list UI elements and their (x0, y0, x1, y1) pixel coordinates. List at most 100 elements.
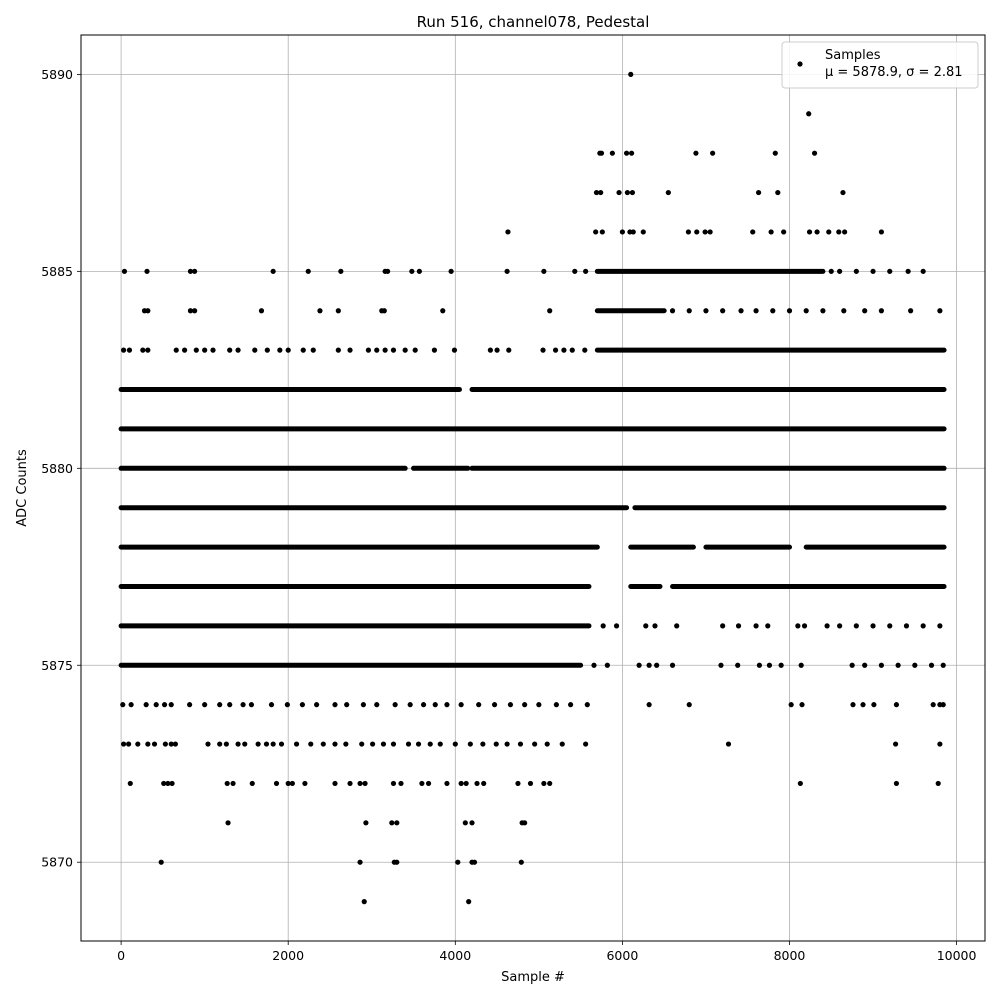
data-point (357, 859, 363, 865)
data-point (223, 741, 229, 747)
data-point (609, 150, 615, 156)
data-point (599, 229, 605, 235)
data-point (255, 741, 261, 747)
data-point (374, 702, 380, 708)
plot-area (81, 35, 985, 941)
data-point (613, 623, 620, 629)
data-point (619, 229, 625, 235)
data-point (268, 702, 275, 708)
data-point (363, 820, 369, 826)
x-tick-label: 4000 (439, 948, 471, 963)
data-point (798, 662, 804, 668)
data-point (249, 780, 255, 787)
data-point (559, 741, 565, 747)
data-point (144, 268, 150, 274)
data-point (273, 780, 280, 787)
data-point (685, 229, 692, 235)
data-point (161, 780, 167, 787)
data-point (735, 662, 741, 668)
data-point (806, 111, 812, 117)
data-point (230, 780, 236, 787)
data-point (305, 268, 311, 274)
data-point (572, 268, 578, 274)
data-point (553, 702, 559, 708)
data-point (394, 859, 400, 865)
data-point (788, 702, 794, 708)
data-point (128, 702, 134, 708)
data-point (893, 780, 900, 787)
data-point (409, 268, 415, 274)
data-point (145, 308, 151, 314)
x-tick-label: 2000 (272, 948, 304, 963)
data-point (202, 702, 208, 708)
data-point (895, 662, 901, 668)
data-point (811, 150, 818, 156)
data-point (636, 662, 642, 668)
data-point (781, 229, 787, 235)
data-point (878, 662, 884, 668)
data-point (431, 347, 438, 353)
data-point (121, 741, 127, 747)
data-point (893, 702, 900, 708)
legend: Samples μ = 5878.9, σ = 2.81 (781, 41, 979, 89)
data-point (289, 780, 295, 787)
data-point (242, 741, 248, 747)
data-point (920, 268, 926, 274)
data-point (240, 702, 246, 708)
data-point (121, 347, 127, 353)
data-point (308, 741, 314, 747)
data-point (770, 308, 776, 314)
data-point (165, 780, 171, 787)
data-point (392, 702, 398, 708)
data-point (432, 702, 438, 708)
data-point (870, 268, 876, 274)
data-point (801, 623, 808, 629)
data-point (604, 662, 610, 668)
data-point (390, 780, 397, 787)
data-point (547, 780, 553, 787)
data-point (187, 268, 194, 274)
data-point (591, 662, 597, 668)
legend-stats: μ = 5878.9, σ = 2.81 (825, 65, 963, 80)
data-point (646, 662, 652, 668)
data-point (320, 741, 326, 747)
data-point (474, 780, 480, 787)
data-point (840, 189, 846, 196)
data-point (217, 702, 223, 708)
data-point (385, 268, 391, 274)
data-point (669, 662, 676, 668)
data-point (778, 662, 784, 668)
data-point (224, 780, 230, 787)
data-point (527, 780, 534, 787)
data-point (217, 741, 223, 747)
data-point (332, 702, 338, 708)
data-point (540, 347, 546, 353)
data-point (302, 780, 308, 787)
data-point (544, 741, 550, 747)
data-point (187, 308, 194, 314)
data-point (837, 623, 843, 629)
data-point (126, 741, 132, 747)
data-point (768, 229, 774, 235)
data-point (703, 308, 709, 314)
data-point (332, 780, 338, 787)
data-points (118, 71, 947, 905)
x-axis-ticks: 0 2000 4000 6000 8000 10000 (117, 941, 977, 963)
data-point (493, 741, 499, 747)
data-point (828, 268, 834, 274)
x-tick-label: 8000 (774, 948, 806, 963)
data-point (561, 347, 567, 353)
data-point (382, 347, 388, 353)
data-point (419, 780, 425, 787)
data-point (623, 150, 630, 156)
data-point (522, 820, 528, 826)
data-point (522, 702, 528, 708)
data-point (735, 623, 742, 629)
data-point (469, 820, 475, 826)
data-point (293, 741, 300, 747)
data-point (797, 780, 803, 787)
data-point (552, 347, 559, 353)
data-point (547, 308, 553, 314)
data-point (541, 780, 547, 787)
data-point (407, 702, 413, 708)
